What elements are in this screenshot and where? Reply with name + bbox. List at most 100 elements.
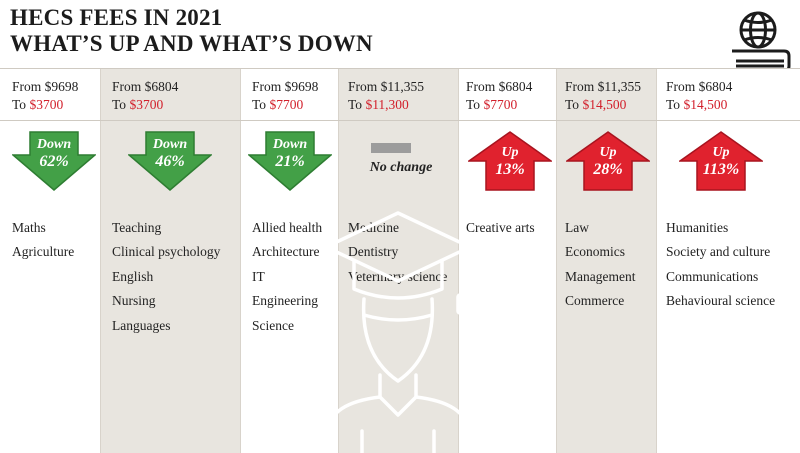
column-divider [100, 68, 101, 453]
fee-from: From $9698 [252, 79, 319, 94]
subject-item: English [112, 268, 154, 284]
subject-item: Clinical psychology [112, 244, 221, 260]
change-label: Down [272, 137, 308, 152]
fee-from: From $6804 [666, 79, 733, 94]
change-label: Up [712, 145, 730, 160]
fee-to: To $3700 [112, 97, 163, 113]
fee-to-amount: $14,500 [582, 97, 627, 112]
column-divider [240, 68, 241, 453]
fee-to-prefix: To [666, 97, 684, 112]
change-percent: 28% [593, 161, 623, 178]
globe-book-icon [732, 11, 791, 73]
divider-line [0, 120, 800, 121]
change-label: Up [501, 145, 519, 160]
subject-item: Nursing [112, 293, 156, 309]
divider-line [0, 68, 800, 69]
title-line-1: HECS FEES IN 2021 [10, 5, 223, 30]
fee-to-amount: $7700 [269, 97, 304, 112]
change-label: Up [599, 145, 617, 160]
change-label: Down [152, 137, 188, 152]
subject-item: Commerce [565, 293, 625, 309]
subject-item: Humanities [666, 220, 729, 235]
subject-item: Science [252, 317, 294, 333]
subject-item: Behavioural science [666, 293, 776, 309]
subject-item: Architecture [252, 244, 320, 260]
fee-to: To $14,500 [565, 97, 626, 113]
column-divider [556, 68, 557, 453]
arrow-up-icon [468, 131, 552, 191]
subject-item: Dentistry [348, 244, 399, 260]
arrow-down-icon [12, 131, 96, 191]
subject-item: IT [252, 268, 265, 284]
fee-to: To $14,500 [666, 97, 727, 113]
fee-from: From $9698 [12, 79, 79, 94]
column-divider [656, 68, 657, 453]
subject-item: Engineering [252, 293, 318, 309]
fee-to: To $7700 [252, 97, 303, 113]
subject-item: Maths [12, 220, 46, 235]
arrow-up-icon [679, 131, 763, 191]
fee-to: To $3700 [12, 97, 63, 113]
fee-to-prefix: To [565, 97, 583, 112]
subject-list: Creative arts [466, 216, 535, 240]
change-percent: 13% [495, 161, 525, 178]
arrow-down-icon [248, 131, 332, 191]
subject-item: Communications [666, 268, 759, 284]
fee-to-prefix: To [12, 97, 30, 112]
subject-item: Agriculture [12, 244, 75, 260]
column-background [556, 68, 656, 453]
fee-to-amount: $14,500 [683, 97, 728, 112]
page-title: HECS FEES IN 2021 WHAT’S UP AND WHAT’S D… [10, 5, 373, 57]
no-change-label: No change [369, 160, 433, 175]
subject-list: Law Economics Management Commerce [565, 216, 635, 314]
arrow-up-icon [566, 131, 650, 191]
fee-to: To $11,300 [348, 97, 409, 113]
change-label: Down [36, 137, 72, 152]
fee-to-amount: $7700 [483, 97, 518, 112]
arrow-down-icon [128, 131, 212, 191]
fee-from: From $6804 [112, 79, 179, 94]
column-divider [338, 68, 339, 453]
fee-to-amount: $3700 [129, 97, 164, 112]
subject-item: Allied health [252, 220, 323, 235]
subject-item: Languages [112, 317, 171, 333]
subject-item: Veterinary science [348, 268, 448, 284]
subject-item: Medicine [348, 220, 399, 235]
change-percent: 46% [155, 153, 185, 170]
no-change-bar [371, 143, 411, 153]
subject-list: Medicine Dentistry Veterinary science [348, 216, 447, 289]
fee-to: To $7700 [466, 97, 517, 113]
subject-list: Teaching Clinical psychology English Nursin… [112, 216, 220, 338]
change-percent: 62% [39, 153, 69, 170]
change-percent: 21% [275, 153, 305, 170]
fee-to-prefix: To [252, 97, 270, 112]
down-arrow-badge: Down 21% [248, 131, 332, 191]
subject-list: Allied health Architecture IT Engineering Sc… [252, 216, 322, 338]
column-background [458, 68, 556, 453]
subject-item: Economics [565, 244, 625, 260]
fee-from: From $6804 [466, 79, 533, 94]
subject-list: Humanities Society and culture Communicati… [666, 216, 775, 314]
fee-to-prefix: To [112, 97, 130, 112]
subject-item: Law [565, 220, 589, 235]
subject-item: Creative arts [466, 220, 535, 235]
down-arrow-badge: Down 62% [12, 131, 96, 191]
subject-item: Management [565, 268, 636, 284]
column-divider [458, 68, 459, 453]
fee-from: From $11,355 [348, 79, 425, 94]
subject-list: Maths Agriculture [12, 216, 74, 265]
fee-to-prefix: To [348, 97, 366, 112]
up-arrow-badge: Up 28% [566, 131, 650, 191]
column-background [656, 68, 800, 453]
fee-to-amount: $3700 [29, 97, 64, 112]
up-arrow-badge: Up 113% [679, 131, 763, 191]
fee-to-amount: $11,300 [365, 97, 409, 112]
fee-from: From $11,355 [565, 79, 642, 94]
up-arrow-badge: Up 13% [468, 131, 552, 191]
subject-item: Society and culture [666, 244, 771, 260]
title-line-2: WHAT’S UP AND WHAT’S DOWN [10, 31, 373, 56]
change-percent: 113% [702, 161, 740, 178]
subject-item: Teaching [112, 220, 162, 235]
fee-to-prefix: To [466, 97, 484, 112]
down-arrow-badge: Down 46% [128, 131, 212, 191]
